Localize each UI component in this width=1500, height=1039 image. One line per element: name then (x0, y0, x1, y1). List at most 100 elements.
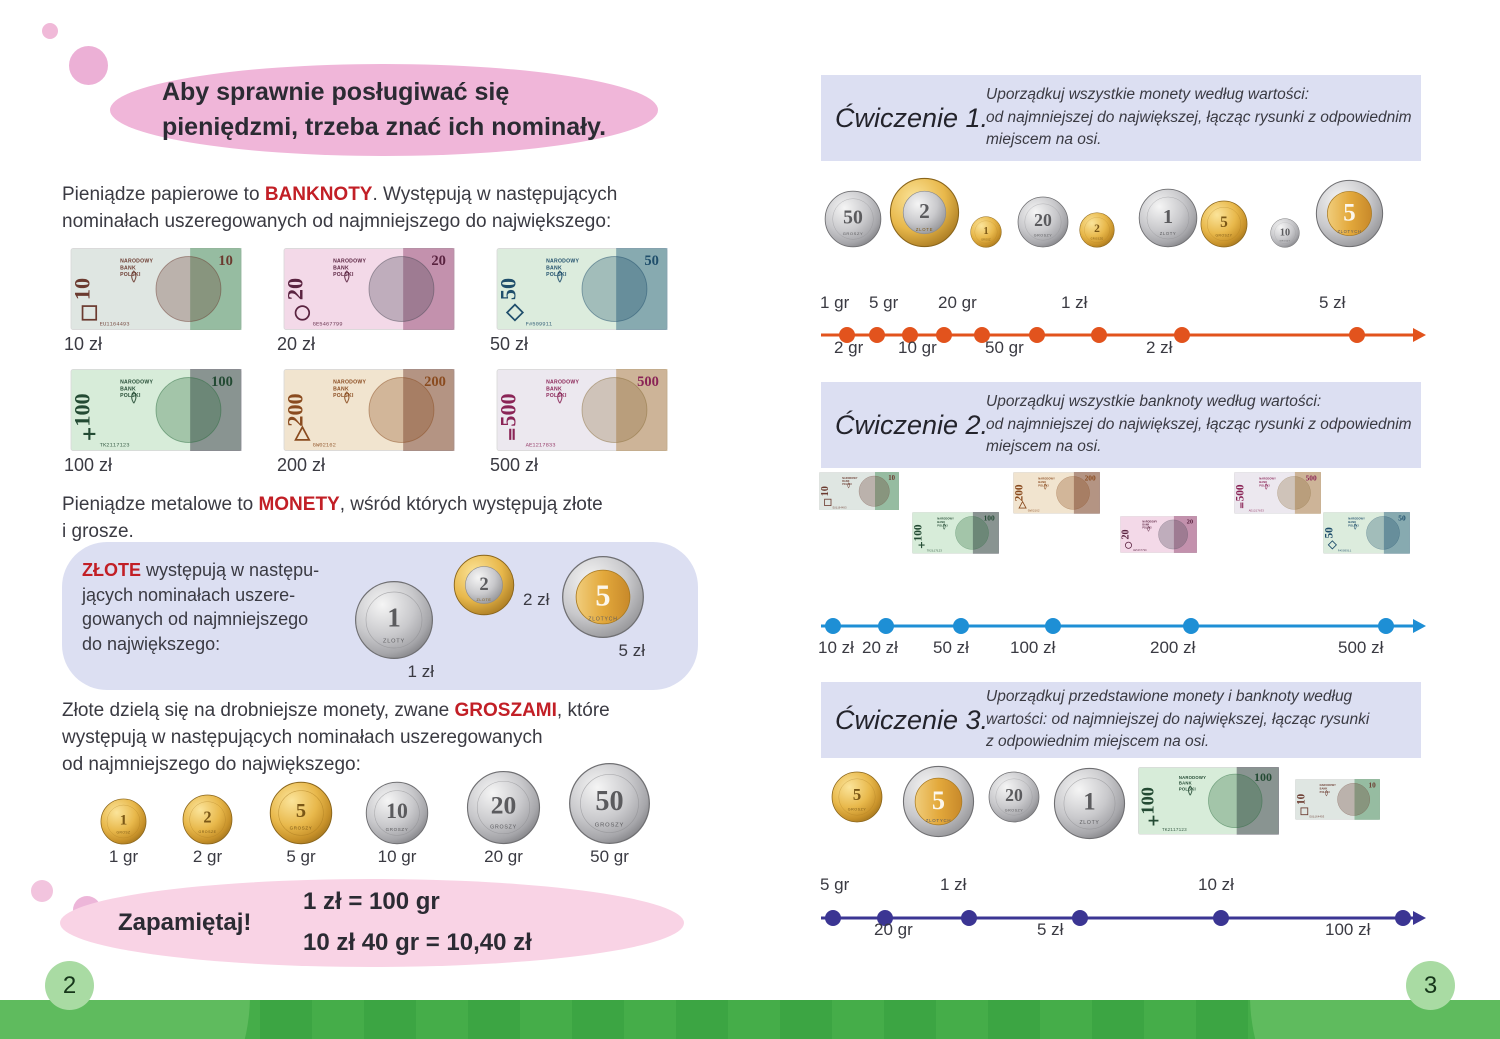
svg-text:BANK: BANK (333, 265, 349, 271)
svg-text:GROSZY: GROSZY (290, 826, 313, 831)
svg-text:50: 50 (644, 253, 659, 269)
svg-text:GROSZ: GROSZ (116, 831, 130, 835)
svg-text:NARODOWY: NARODOWY (1038, 476, 1055, 480)
svg-text:BANK: BANK (1179, 781, 1192, 786)
svg-text:GROSZY: GROSZY (490, 825, 517, 831)
svg-text:ZLOTY: ZLOTY (1079, 820, 1099, 826)
svg-text:500: 500 (637, 374, 659, 390)
svg-text:50: 50 (1324, 527, 1336, 539)
svg-text:TK2117123: TK2117123 (927, 550, 943, 553)
svg-text:10: 10 (820, 486, 831, 496)
svg-text:50: 50 (843, 207, 863, 229)
svg-text:1: 1 (983, 226, 988, 237)
svg-text:POLSKI: POLSKI (120, 272, 141, 278)
svg-text:20: 20 (282, 278, 307, 300)
svg-text:10: 10 (218, 253, 233, 269)
svg-text:5: 5 (595, 578, 610, 612)
svg-text:GROSZY: GROSZY (1215, 233, 1232, 237)
svg-text:500: 500 (1306, 474, 1317, 483)
svg-text:GW02162: GW02162 (1028, 510, 1040, 513)
svg-text:NARODOWY: NARODOWY (1320, 784, 1337, 787)
svg-text:100: 100 (984, 514, 995, 523)
svg-text:POLSKI: POLSKI (333, 272, 354, 278)
svg-text:100: 100 (1138, 787, 1158, 814)
svg-text:BANK: BANK (546, 386, 562, 392)
svg-text:50: 50 (1398, 514, 1406, 523)
svg-text:5: 5 (932, 786, 945, 815)
svg-text:10: 10 (1369, 781, 1377, 789)
svg-text:POLSKI: POLSKI (1142, 528, 1151, 530)
svg-text:BANK: BANK (1038, 480, 1046, 484)
svg-text:POLSKI: POLSKI (1259, 483, 1270, 487)
svg-text:5: 5 (1343, 199, 1355, 226)
svg-text:50: 50 (595, 786, 623, 817)
svg-text:50: 50 (495, 278, 520, 300)
svg-text:BANK: BANK (333, 386, 349, 392)
svg-text:1: 1 (1163, 206, 1173, 228)
svg-text:2: 2 (919, 199, 930, 223)
svg-text:500: 500 (495, 393, 520, 426)
svg-text:BANK: BANK (1348, 520, 1356, 524)
svg-text:GROSZE: GROSZE (1091, 237, 1104, 240)
svg-text:1: 1 (120, 812, 128, 828)
svg-text:GROSZY: GROSZY (386, 827, 409, 832)
svg-text:POLSKI: POLSKI (1348, 523, 1359, 527)
svg-text:NARODOWY: NARODOWY (333, 380, 366, 386)
svg-text:200: 200 (1014, 484, 1026, 501)
svg-text:500: 500 (1235, 484, 1247, 501)
svg-text:POLSKI: POLSKI (842, 483, 852, 486)
svg-text:ZLOTE: ZLOTE (916, 227, 933, 232)
svg-text:NARODOWY: NARODOWY (937, 516, 954, 520)
svg-text:GE5467799: GE5467799 (313, 321, 343, 328)
svg-text:BANK: BANK (120, 386, 136, 392)
svg-text:NARODOWY: NARODOWY (1348, 516, 1365, 520)
svg-text:AE1217833: AE1217833 (1249, 510, 1265, 513)
svg-text:POLSKI: POLSKI (1038, 483, 1049, 487)
svg-text:20: 20 (1005, 785, 1023, 805)
svg-text:TK2117123: TK2117123 (100, 442, 130, 449)
svg-text:BANK: BANK (1320, 788, 1328, 791)
svg-text:ZLOTYCH: ZLOTYCH (1337, 229, 1361, 234)
svg-text:100: 100 (211, 374, 233, 390)
svg-text:NARODOWY: NARODOWY (120, 259, 153, 265)
svg-text:EU1164493: EU1164493 (833, 506, 847, 509)
svg-text:POLSKI: POLSKI (1320, 791, 1330, 794)
svg-text:ZLOTY: ZLOTY (383, 638, 405, 644)
svg-text:POLSKI: POLSKI (546, 393, 567, 399)
svg-text:2: 2 (1094, 223, 1100, 235)
svg-text:100: 100 (69, 393, 94, 426)
svg-text:200: 200 (282, 393, 307, 426)
svg-text:NARODOWY: NARODOWY (1179, 775, 1206, 780)
svg-text:5: 5 (853, 785, 861, 804)
svg-text:GROSZY: GROSZY (595, 823, 624, 829)
svg-text:POLSKI: POLSKI (120, 393, 141, 399)
svg-text:GROSZ: GROSZ (981, 239, 991, 241)
svg-text:20: 20 (1034, 210, 1052, 230)
svg-text:GROSZY: GROSZY (1034, 234, 1052, 238)
svg-text:POLSKI: POLSKI (546, 272, 567, 278)
svg-text:100: 100 (1254, 770, 1272, 784)
svg-text:2: 2 (479, 574, 488, 595)
svg-text:NARODOWY: NARODOWY (546, 259, 579, 265)
svg-text:20: 20 (491, 791, 517, 820)
svg-text:F#509911: F#509911 (526, 321, 553, 328)
svg-text:BANK: BANK (120, 265, 136, 271)
svg-text:20: 20 (431, 253, 446, 269)
svg-text:20: 20 (1120, 529, 1131, 539)
svg-text:1: 1 (1083, 788, 1095, 815)
svg-text:NARODOWY: NARODOWY (333, 259, 366, 265)
svg-text:10: 10 (1295, 793, 1307, 805)
svg-text:EU1164493: EU1164493 (100, 321, 130, 328)
svg-text:EU1164493: EU1164493 (1309, 816, 1324, 819)
svg-text:2: 2 (203, 808, 211, 827)
svg-text:GROSZY: GROSZY (1005, 809, 1023, 813)
svg-text:TK2117123: TK2117123 (1162, 827, 1187, 833)
svg-text:BANK: BANK (546, 265, 562, 271)
svg-text:NARODOWY: NARODOWY (842, 477, 858, 480)
svg-text:POLSKI: POLSKI (333, 393, 354, 399)
svg-text:10: 10 (69, 278, 94, 300)
svg-text:ZLOTYCH: ZLOTYCH (926, 818, 952, 823)
svg-text:ZLOTE: ZLOTE (476, 598, 491, 602)
svg-text:10: 10 (888, 475, 895, 482)
svg-text:200: 200 (1085, 474, 1096, 483)
